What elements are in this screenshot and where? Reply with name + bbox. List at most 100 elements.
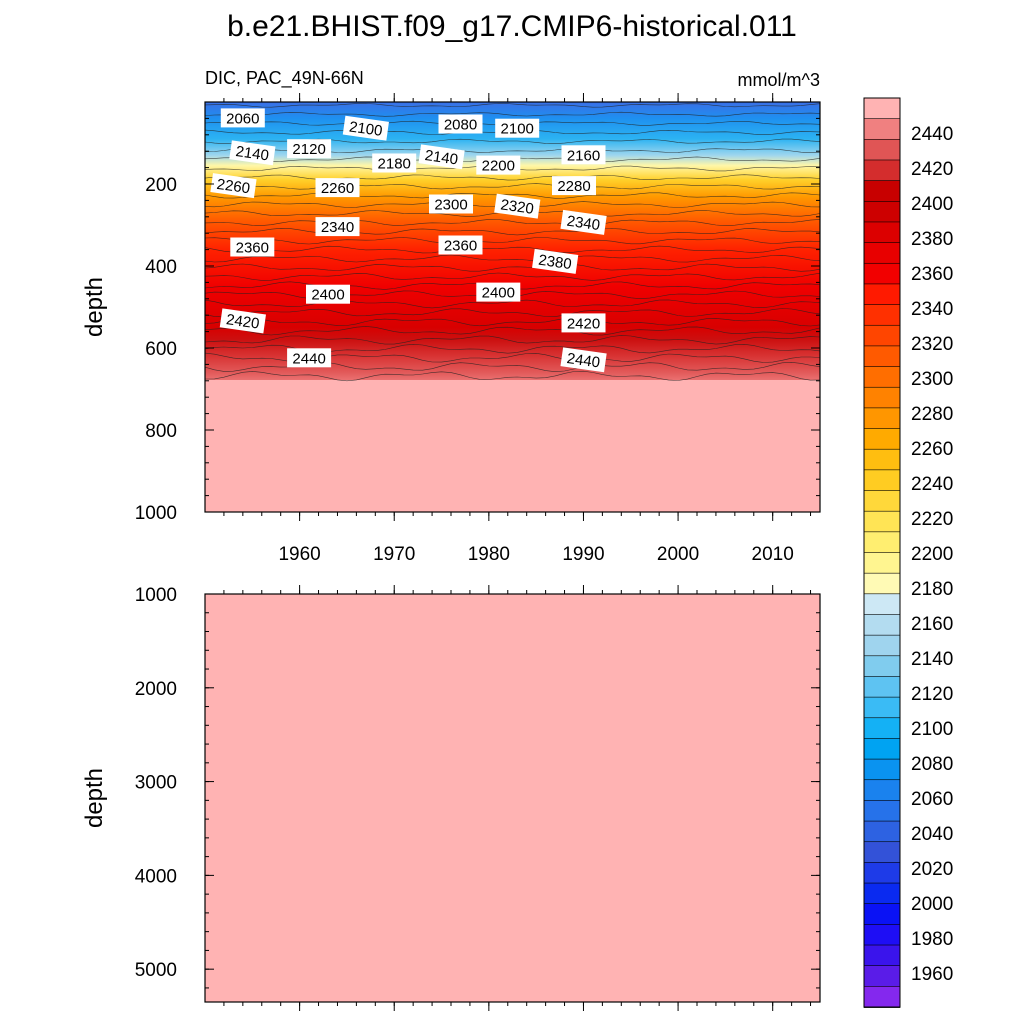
colorbar-label: 2420 — [911, 159, 953, 180]
colorbar-swatch — [863, 634, 901, 657]
lower-plot-fill — [205, 594, 820, 1002]
contour-line — [205, 227, 820, 236]
contour-label: 2100 — [342, 115, 389, 141]
colorbar-swatch — [863, 986, 901, 1008]
colorbar: 2440 2420 2400 2380 2360 2340 2320 2300 2280 2260… — [863, 97, 953, 1008]
colorbar-swatch — [863, 159, 901, 182]
contour-label-value: 2440 — [292, 350, 325, 367]
upper-deep-fill — [205, 380, 820, 512]
colorbar-swatch — [863, 304, 901, 327]
contour-line — [205, 263, 820, 272]
contour-label-value: 2080 — [444, 117, 477, 134]
subtitle-units: mmol/m^3 — [738, 70, 820, 90]
contour-label-value: 2280 — [557, 178, 590, 195]
contour-line — [205, 237, 820, 245]
colorbar-swatch — [863, 862, 901, 884]
contour-label-value: 2100 — [501, 121, 534, 138]
colorbar-label: 2020 — [911, 859, 953, 880]
colorbar-swatch — [863, 655, 901, 678]
colorbar-swatch — [863, 552, 901, 575]
colorbar-swatch — [863, 118, 901, 141]
contour-label-box — [476, 282, 521, 302]
contour-label: 2120 — [287, 139, 332, 159]
contour-label-box — [306, 284, 350, 304]
colorbar-label: 2060 — [911, 789, 953, 810]
contour-label-value: 2340 — [566, 213, 601, 234]
contour-label-value: 2200 — [482, 158, 515, 175]
contour-label-value: 2160 — [567, 147, 600, 164]
colorbar-swatch — [863, 820, 901, 843]
contour-line — [205, 111, 820, 117]
y-tick-label: 5000 — [135, 960, 177, 981]
colorbar-swatch — [863, 283, 901, 306]
contour-label-box — [315, 178, 360, 198]
contour-label-value: 2360 — [444, 238, 477, 255]
contour-label-box — [438, 235, 483, 255]
x-tick-label: 1970 — [373, 544, 415, 565]
colorbar-label: 2300 — [911, 369, 953, 390]
contour-label-value: 2120 — [292, 141, 325, 158]
colorbar-swatch — [863, 758, 901, 781]
contour-label-value: 2360 — [236, 240, 269, 257]
y-tick-label: 1000 — [135, 503, 177, 524]
contour-label: 2360 — [438, 235, 483, 255]
colorbar-swatch — [863, 324, 901, 347]
colorbar-label: 2000 — [911, 894, 953, 915]
colorbar-swatch — [863, 386, 901, 409]
contour-label-box — [532, 248, 579, 274]
x-tick-label: 2000 — [657, 544, 699, 565]
contour-label-value: 2060 — [226, 110, 259, 127]
contour-label: 2260 — [315, 178, 360, 198]
colorbar-swatch — [863, 572, 901, 595]
lower-plot-frame — [204, 593, 821, 1003]
contour-line — [205, 370, 820, 382]
contour-line — [205, 219, 820, 227]
colorbar-label: 2080 — [911, 754, 953, 775]
contour-label-value: 2400 — [482, 285, 515, 302]
contour-label: 2380 — [532, 248, 579, 274]
colorbar-swatch — [863, 800, 901, 822]
colorbar-swatch — [863, 696, 901, 719]
colorbar-label: 2200 — [911, 544, 953, 565]
contour-label-box — [495, 118, 540, 138]
colorbar-swatch — [863, 841, 901, 864]
colorbar-frame — [863, 97, 901, 1008]
contour-label-value: 2420 — [567, 315, 600, 332]
contour-label: 2340 — [560, 209, 607, 235]
colorbar-swatch — [863, 428, 901, 451]
upper-contour-labels: 2060 2100 2080 2100 2140 2120 2180 2140 2200 2160… — [210, 108, 607, 373]
x-tick-label: 1990 — [562, 544, 604, 565]
contour-label-value: 2380 — [537, 252, 572, 273]
colorbar-label: 2320 — [911, 334, 953, 355]
contour-label-box — [494, 193, 541, 219]
contour-line — [205, 254, 820, 263]
colorbar-swatch — [863, 139, 901, 161]
y-tick-label: 400 — [145, 257, 177, 278]
y-tick-label: 3000 — [135, 773, 177, 794]
contour-label-value: 2100 — [348, 118, 383, 139]
colorbar-swatch — [863, 180, 901, 203]
contour-label: 2300 — [429, 194, 473, 214]
contour-label: 2140 — [229, 140, 276, 166]
upper-y-axis-label: depth — [81, 277, 108, 337]
chart-title: b.e21.BHIST.f09_g17.CMIP6-historical.011 — [227, 10, 797, 43]
contour-label: 2080 — [438, 114, 483, 134]
contour-label-value: 2420 — [225, 311, 260, 332]
colorbar-swatch — [863, 965, 901, 988]
contour-label-value: 2340 — [321, 219, 354, 236]
contour-label-box — [220, 108, 265, 128]
contour-label-box — [287, 139, 332, 159]
colorbar-label: 2280 — [911, 404, 953, 425]
contour-label-box — [372, 153, 417, 173]
colorbar-swatch — [863, 614, 901, 637]
y-tick-label: 4000 — [135, 866, 177, 887]
colorbar-swatch — [863, 738, 901, 760]
contour-label-box — [210, 173, 257, 199]
y-tick-label: 1000 — [135, 585, 177, 606]
contour-line — [205, 192, 820, 199]
colorbar-swatch — [863, 531, 901, 554]
colorbar-label: 2400 — [911, 194, 953, 215]
contour-label-value: 2260 — [216, 176, 251, 197]
contour-line — [205, 183, 820, 190]
colorbar-swatch — [863, 262, 901, 285]
